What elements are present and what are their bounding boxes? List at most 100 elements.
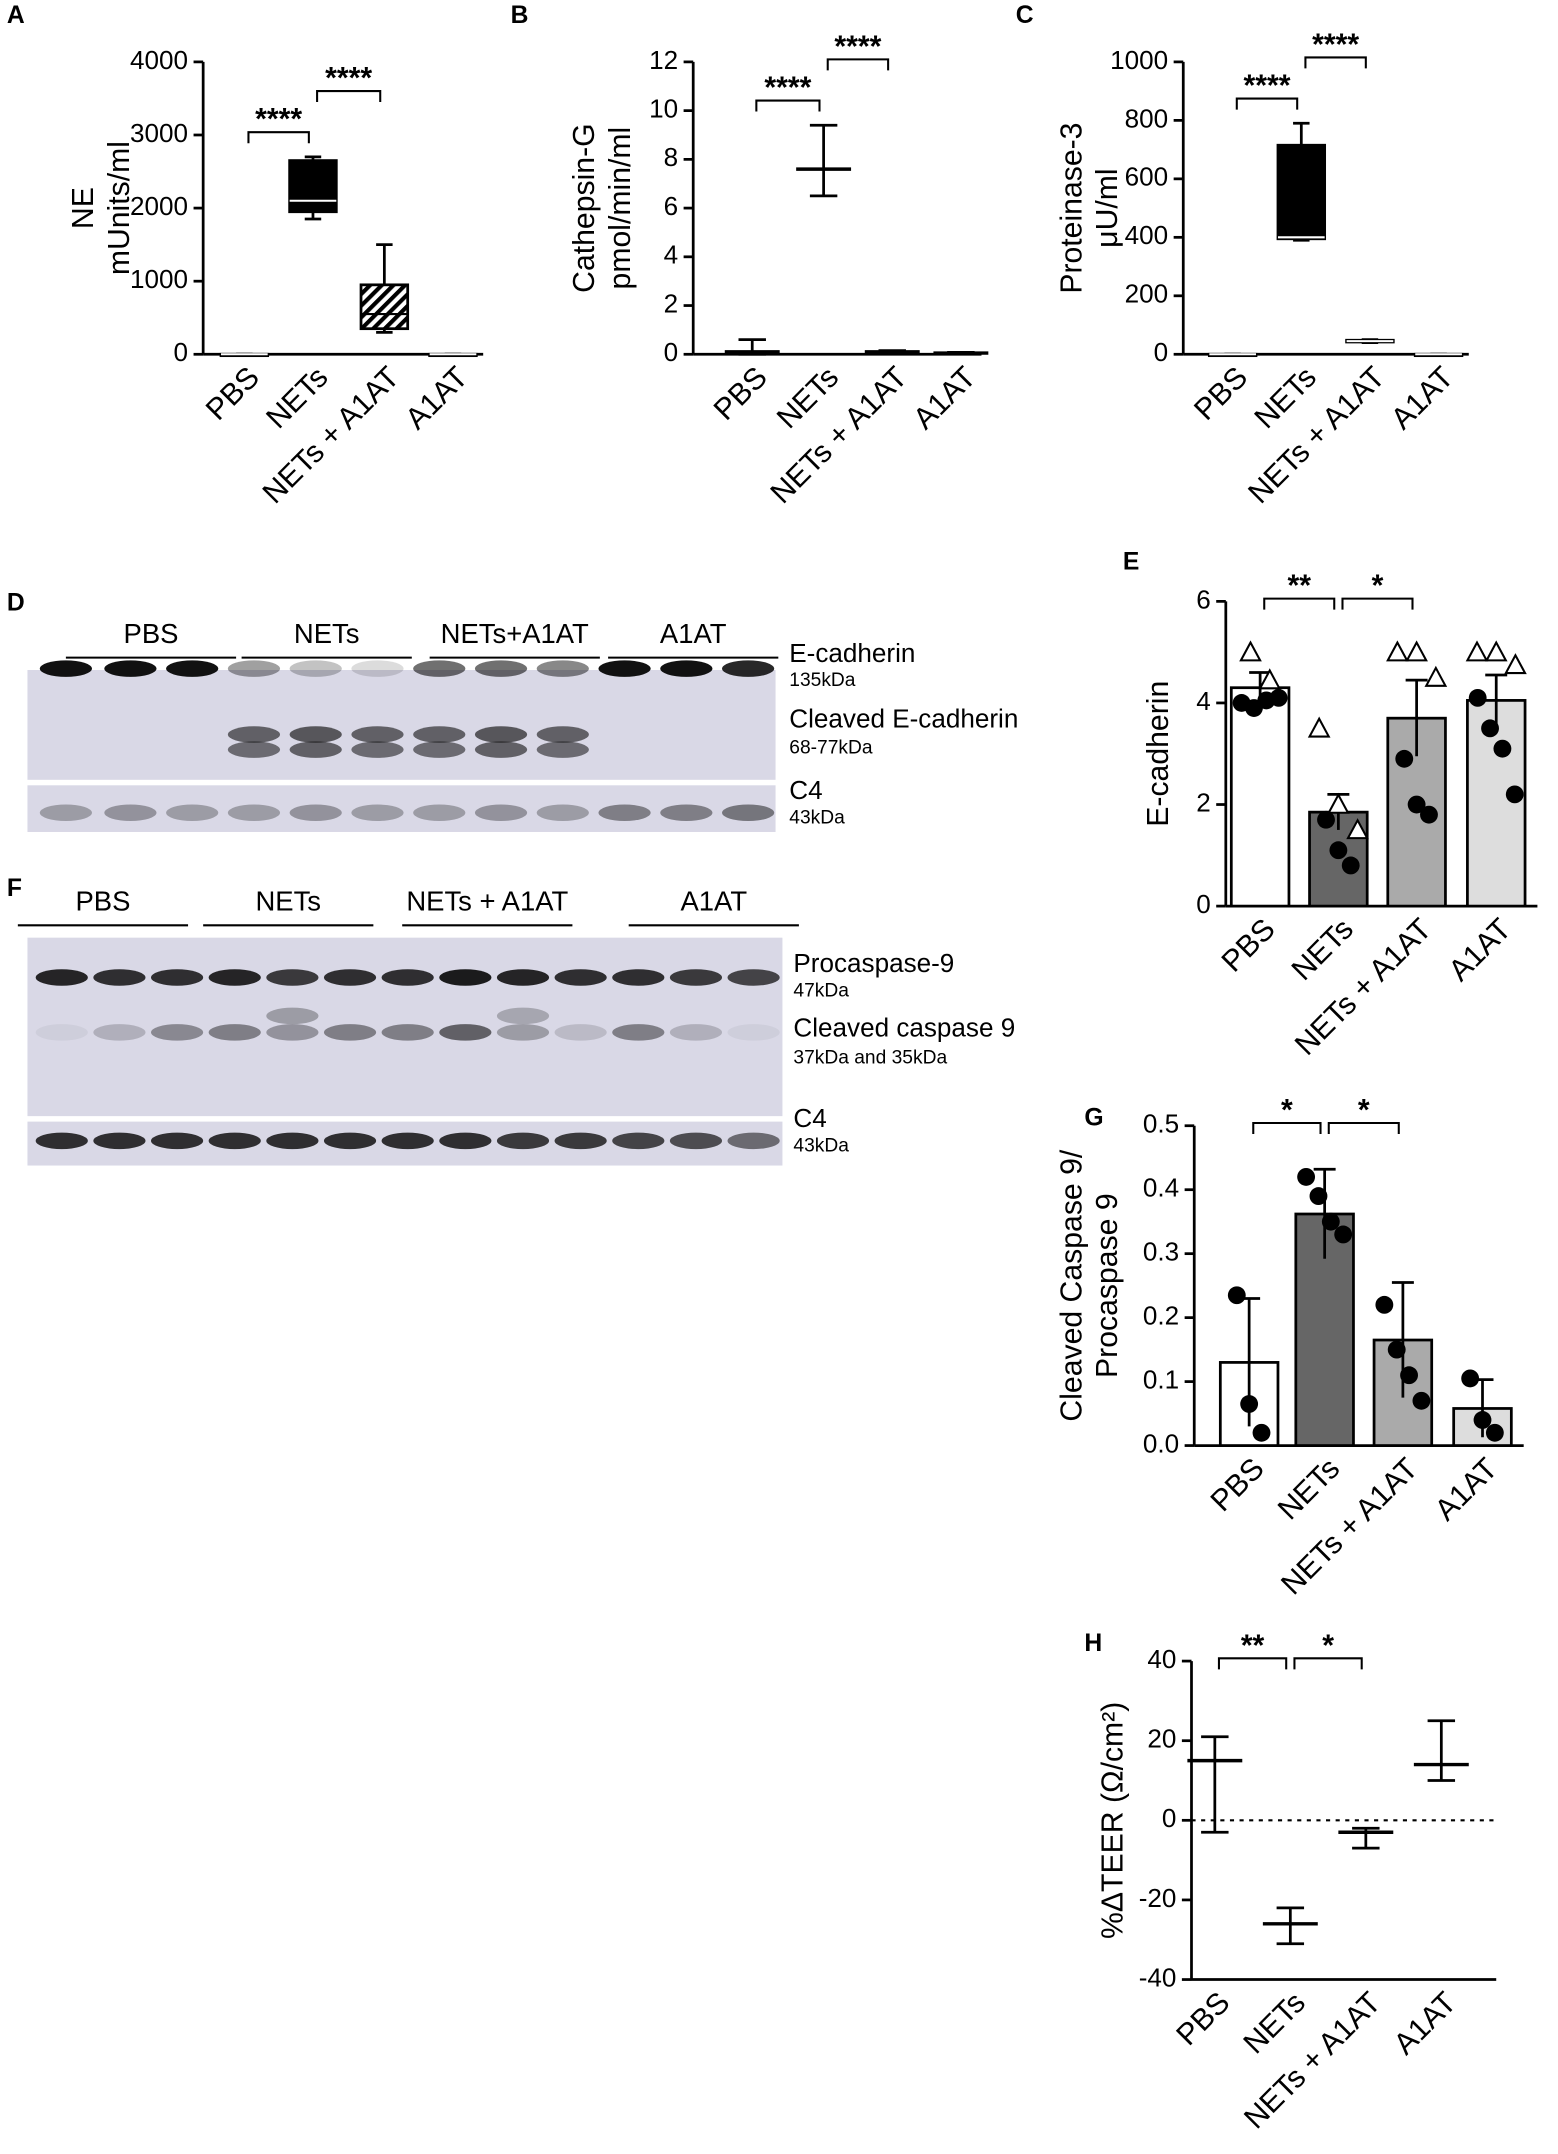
blot-band xyxy=(93,969,146,986)
x-tick-label: A1AT xyxy=(1429,1452,1504,1527)
data-point xyxy=(1485,1423,1504,1442)
data-triangle xyxy=(1386,640,1409,662)
blot-band xyxy=(598,804,651,821)
y-tick-label: 600 xyxy=(1125,162,1169,192)
lane-group-label: NETs xyxy=(255,886,321,917)
blot-band xyxy=(381,969,434,986)
blot-band xyxy=(227,741,281,758)
band-name: E-cadherin xyxy=(789,638,915,668)
significance-bracket xyxy=(1341,597,1414,610)
data-triangle xyxy=(1307,716,1331,738)
y-tick-label: 4000 xyxy=(130,45,188,75)
blot-band xyxy=(289,741,342,758)
blot-band xyxy=(35,1132,88,1150)
x-tick-label: A1AT xyxy=(1443,913,1518,988)
significance-bracket xyxy=(1327,1121,1400,1134)
significance-label: **** xyxy=(834,30,881,63)
blot-band xyxy=(474,726,528,743)
blot-band xyxy=(612,1132,665,1150)
blot-band xyxy=(323,1024,377,1041)
band-size: 43kDa xyxy=(789,807,845,828)
blot-band xyxy=(39,804,92,821)
data-triangle xyxy=(1484,640,1508,662)
y-tick-label: 0 xyxy=(174,337,189,367)
data-point xyxy=(1297,1167,1316,1186)
band-size: 37kDa and 35kDa xyxy=(793,1048,947,1069)
blot-band xyxy=(323,969,377,986)
y-axis-label: Proteinase-3 xyxy=(1055,123,1088,294)
panel-label: G xyxy=(1084,1104,1103,1131)
y-axis-label: μU/ml xyxy=(1091,168,1124,247)
blot-band xyxy=(289,804,342,821)
significance-label: ** xyxy=(1287,570,1311,603)
blot-band xyxy=(289,660,342,677)
blot-band xyxy=(208,1024,261,1041)
y-tick-label: 1000 xyxy=(1110,45,1168,75)
data-point xyxy=(1309,1187,1328,1206)
panel-label: A xyxy=(7,2,25,29)
significance-label: **** xyxy=(1243,70,1290,103)
blot-band xyxy=(381,1132,434,1150)
blot-band xyxy=(93,1024,146,1041)
data-point xyxy=(1317,810,1335,829)
panel-label: B xyxy=(511,2,529,29)
data-point xyxy=(1387,1340,1406,1359)
data-point xyxy=(1252,1423,1271,1442)
blot-band xyxy=(351,726,404,743)
lane-group-label: A1AT xyxy=(681,886,748,917)
data-point xyxy=(1395,749,1414,768)
significance-bracket xyxy=(316,90,382,103)
data-point xyxy=(1341,856,1360,875)
blot-band xyxy=(150,1132,204,1150)
data-triangle xyxy=(1424,665,1448,687)
y-tick-label: 400 xyxy=(1125,220,1169,250)
significance-bracket xyxy=(1293,1657,1363,1670)
significance-bracket xyxy=(826,58,890,71)
data-point xyxy=(1412,1391,1431,1410)
significance-label: **** xyxy=(1312,28,1359,61)
significance-label: * xyxy=(1281,1094,1293,1127)
data-point xyxy=(1334,1225,1353,1244)
blot-band xyxy=(35,969,88,986)
blot-membrane xyxy=(27,669,776,780)
band-name: C4 xyxy=(789,775,822,805)
blot-band xyxy=(598,660,651,677)
y-tick-label: 20 xyxy=(1147,1724,1176,1754)
significance-label: **** xyxy=(255,103,302,136)
blot-band xyxy=(208,1132,261,1150)
data-point xyxy=(1227,1286,1246,1305)
y-tick-label: -20 xyxy=(1139,1883,1177,1913)
data-point xyxy=(1329,841,1348,860)
blot-band xyxy=(554,1024,607,1041)
lane-group-label: NETs xyxy=(294,618,360,649)
data-triangle xyxy=(1504,653,1527,675)
blot-band xyxy=(660,660,713,677)
significance-label: * xyxy=(1322,1629,1334,1662)
panel-label: C xyxy=(1016,2,1034,29)
blot-band xyxy=(669,969,723,986)
significance-bracket xyxy=(1235,97,1299,110)
blot-band xyxy=(439,969,492,986)
panel-label: D xyxy=(7,590,25,617)
box xyxy=(359,283,410,331)
blot-band xyxy=(266,1132,319,1150)
x-tick-label: NETs xyxy=(1272,1452,1346,1526)
band-size: 47kDa xyxy=(793,980,849,1001)
lane-group-label: A1AT xyxy=(660,618,727,649)
blot-band xyxy=(39,660,92,677)
significance-label: ** xyxy=(1241,1629,1265,1662)
y-axis-label: Cathepsin-G xyxy=(568,123,601,292)
y-axis-label: %ΔTEER (Ω/cm²) xyxy=(1097,1702,1130,1939)
blot-band xyxy=(496,1024,550,1041)
blot-band xyxy=(351,804,404,821)
blot-band xyxy=(266,969,319,986)
lane-group-label: PBS xyxy=(75,886,130,917)
blot-band xyxy=(439,1132,492,1150)
data-point xyxy=(1493,739,1512,758)
band-name: C4 xyxy=(793,1103,826,1133)
y-tick-label: 2000 xyxy=(130,191,188,221)
x-tick-label: A1AT xyxy=(1388,1986,1463,2061)
blot-band xyxy=(208,969,261,986)
